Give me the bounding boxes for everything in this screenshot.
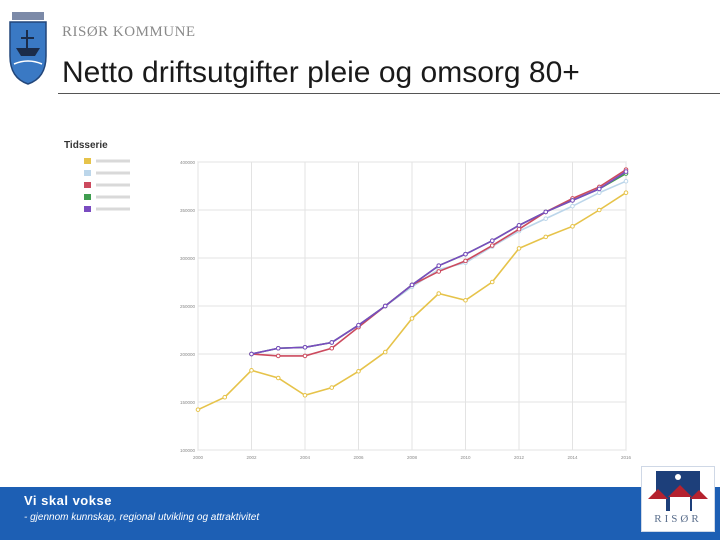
data-point: [463, 251, 468, 257]
data-point: [489, 238, 495, 244]
legend-label-placeholder: [96, 207, 130, 211]
crest-crown: [12, 12, 44, 20]
data-point: [596, 186, 602, 192]
data-point: [463, 297, 468, 303]
data-point: [596, 207, 602, 213]
series-line: [251, 169, 627, 357]
series-5: [249, 169, 629, 357]
title-divider: [58, 93, 720, 94]
chart-title: Tidsserie: [64, 140, 108, 151]
data-point: [570, 198, 575, 203]
crest-wave: [13, 60, 43, 65]
data-point: [329, 385, 335, 390]
y-tick-label: 350000: [180, 208, 196, 213]
crest-mast: [21, 30, 34, 48]
data-point: [249, 351, 254, 357]
x-tick-label: 2008: [407, 455, 418, 460]
data-point: [302, 392, 308, 398]
data-point: [222, 394, 228, 400]
legend-label-placeholder: [96, 171, 130, 175]
footer-subtitle: - gjennom kunnskap, regional utvikling o…: [24, 512, 260, 523]
data-point: [623, 178, 629, 184]
logo-text: RISØR: [654, 513, 702, 525]
x-tick-label: 2004: [300, 455, 311, 460]
data-point: [543, 209, 549, 215]
y-tick-label: 250000: [180, 304, 196, 309]
x-tick-label: 2014: [567, 455, 578, 460]
data-point: [302, 344, 308, 350]
legend-swatch: [84, 182, 91, 188]
x-tick-label: 2012: [514, 455, 525, 460]
data-point: [570, 224, 575, 229]
data-point: [516, 226, 522, 232]
risor-logo: RISØR: [641, 466, 715, 532]
data-point: [275, 375, 281, 381]
y-axis-ticks: 100000 150000 200000 250000 300000 350000 4000…: [180, 160, 196, 453]
data-point: [489, 279, 495, 285]
data-point: [516, 246, 522, 251]
series-1: [195, 190, 629, 412]
legend-swatch: [84, 158, 91, 164]
data-point: [516, 223, 522, 228]
data-point: [275, 353, 281, 359]
legend-label-placeholder: [96, 195, 130, 199]
footer-title: Vi skal vokse: [24, 493, 112, 508]
data-point: [543, 216, 549, 221]
legend-label-placeholder: [96, 159, 130, 163]
data-point: [382, 349, 388, 355]
legend-label-placeholder: [96, 183, 130, 187]
x-tick-label: 2010: [460, 455, 471, 460]
data-point: [436, 263, 442, 268]
y-tick-label: 150000: [180, 400, 196, 405]
data-point: [543, 234, 549, 240]
data-point: [596, 190, 602, 196]
data-point: [623, 169, 629, 174]
risor-coat-of-arms: [9, 12, 47, 85]
data-point: [249, 368, 254, 373]
data-point: [195, 407, 201, 412]
data-point: [329, 345, 335, 351]
data-point: [436, 291, 442, 296]
data-point: [356, 368, 361, 374]
x-tick-label: 2016: [621, 455, 632, 460]
data-point: [409, 316, 415, 321]
x-axis-ticks: 2000 2002 2004 2006 2008 2010 2012 2014 2016: [193, 455, 632, 460]
data-point: [623, 190, 629, 196]
x-tick-label: 2002: [246, 455, 257, 460]
series-3: [249, 167, 629, 359]
y-tick-label: 200000: [180, 352, 196, 357]
chart-legend: [84, 158, 130, 212]
line-chart: Tidsserie 100000 150000 200000 250000 300000…: [64, 140, 632, 460]
data-point: [356, 322, 361, 328]
x-tick-label: 2000: [193, 455, 204, 460]
data-point: [463, 258, 468, 264]
legend-swatch: [84, 170, 91, 176]
slide-title: Netto driftsutgifter pleie og omsorg 80+: [62, 56, 580, 89]
data-point: [570, 203, 575, 209]
data-point: [436, 269, 442, 274]
organization-name: RISØR KOMMUNE: [62, 24, 196, 40]
data-point: [489, 243, 495, 248]
x-tick-label: 2006: [353, 455, 364, 460]
y-tick-label: 100000: [180, 448, 196, 453]
crest-ship: [16, 48, 40, 56]
data-point: [302, 353, 308, 359]
logo-houses-icon: [648, 471, 708, 511]
y-tick-label: 300000: [180, 256, 196, 261]
data-point: [409, 282, 415, 288]
y-tick-label: 400000: [180, 160, 196, 165]
chart-series: [195, 167, 629, 412]
legend-swatch: [84, 206, 91, 212]
data-point: [329, 340, 335, 345]
chart-grid: [197, 161, 627, 451]
footer-band: Vi skal vokse - gjennom kunnskap, region…: [0, 487, 720, 540]
data-point: [275, 345, 281, 351]
data-point: [382, 303, 388, 309]
legend-swatch: [84, 194, 91, 200]
